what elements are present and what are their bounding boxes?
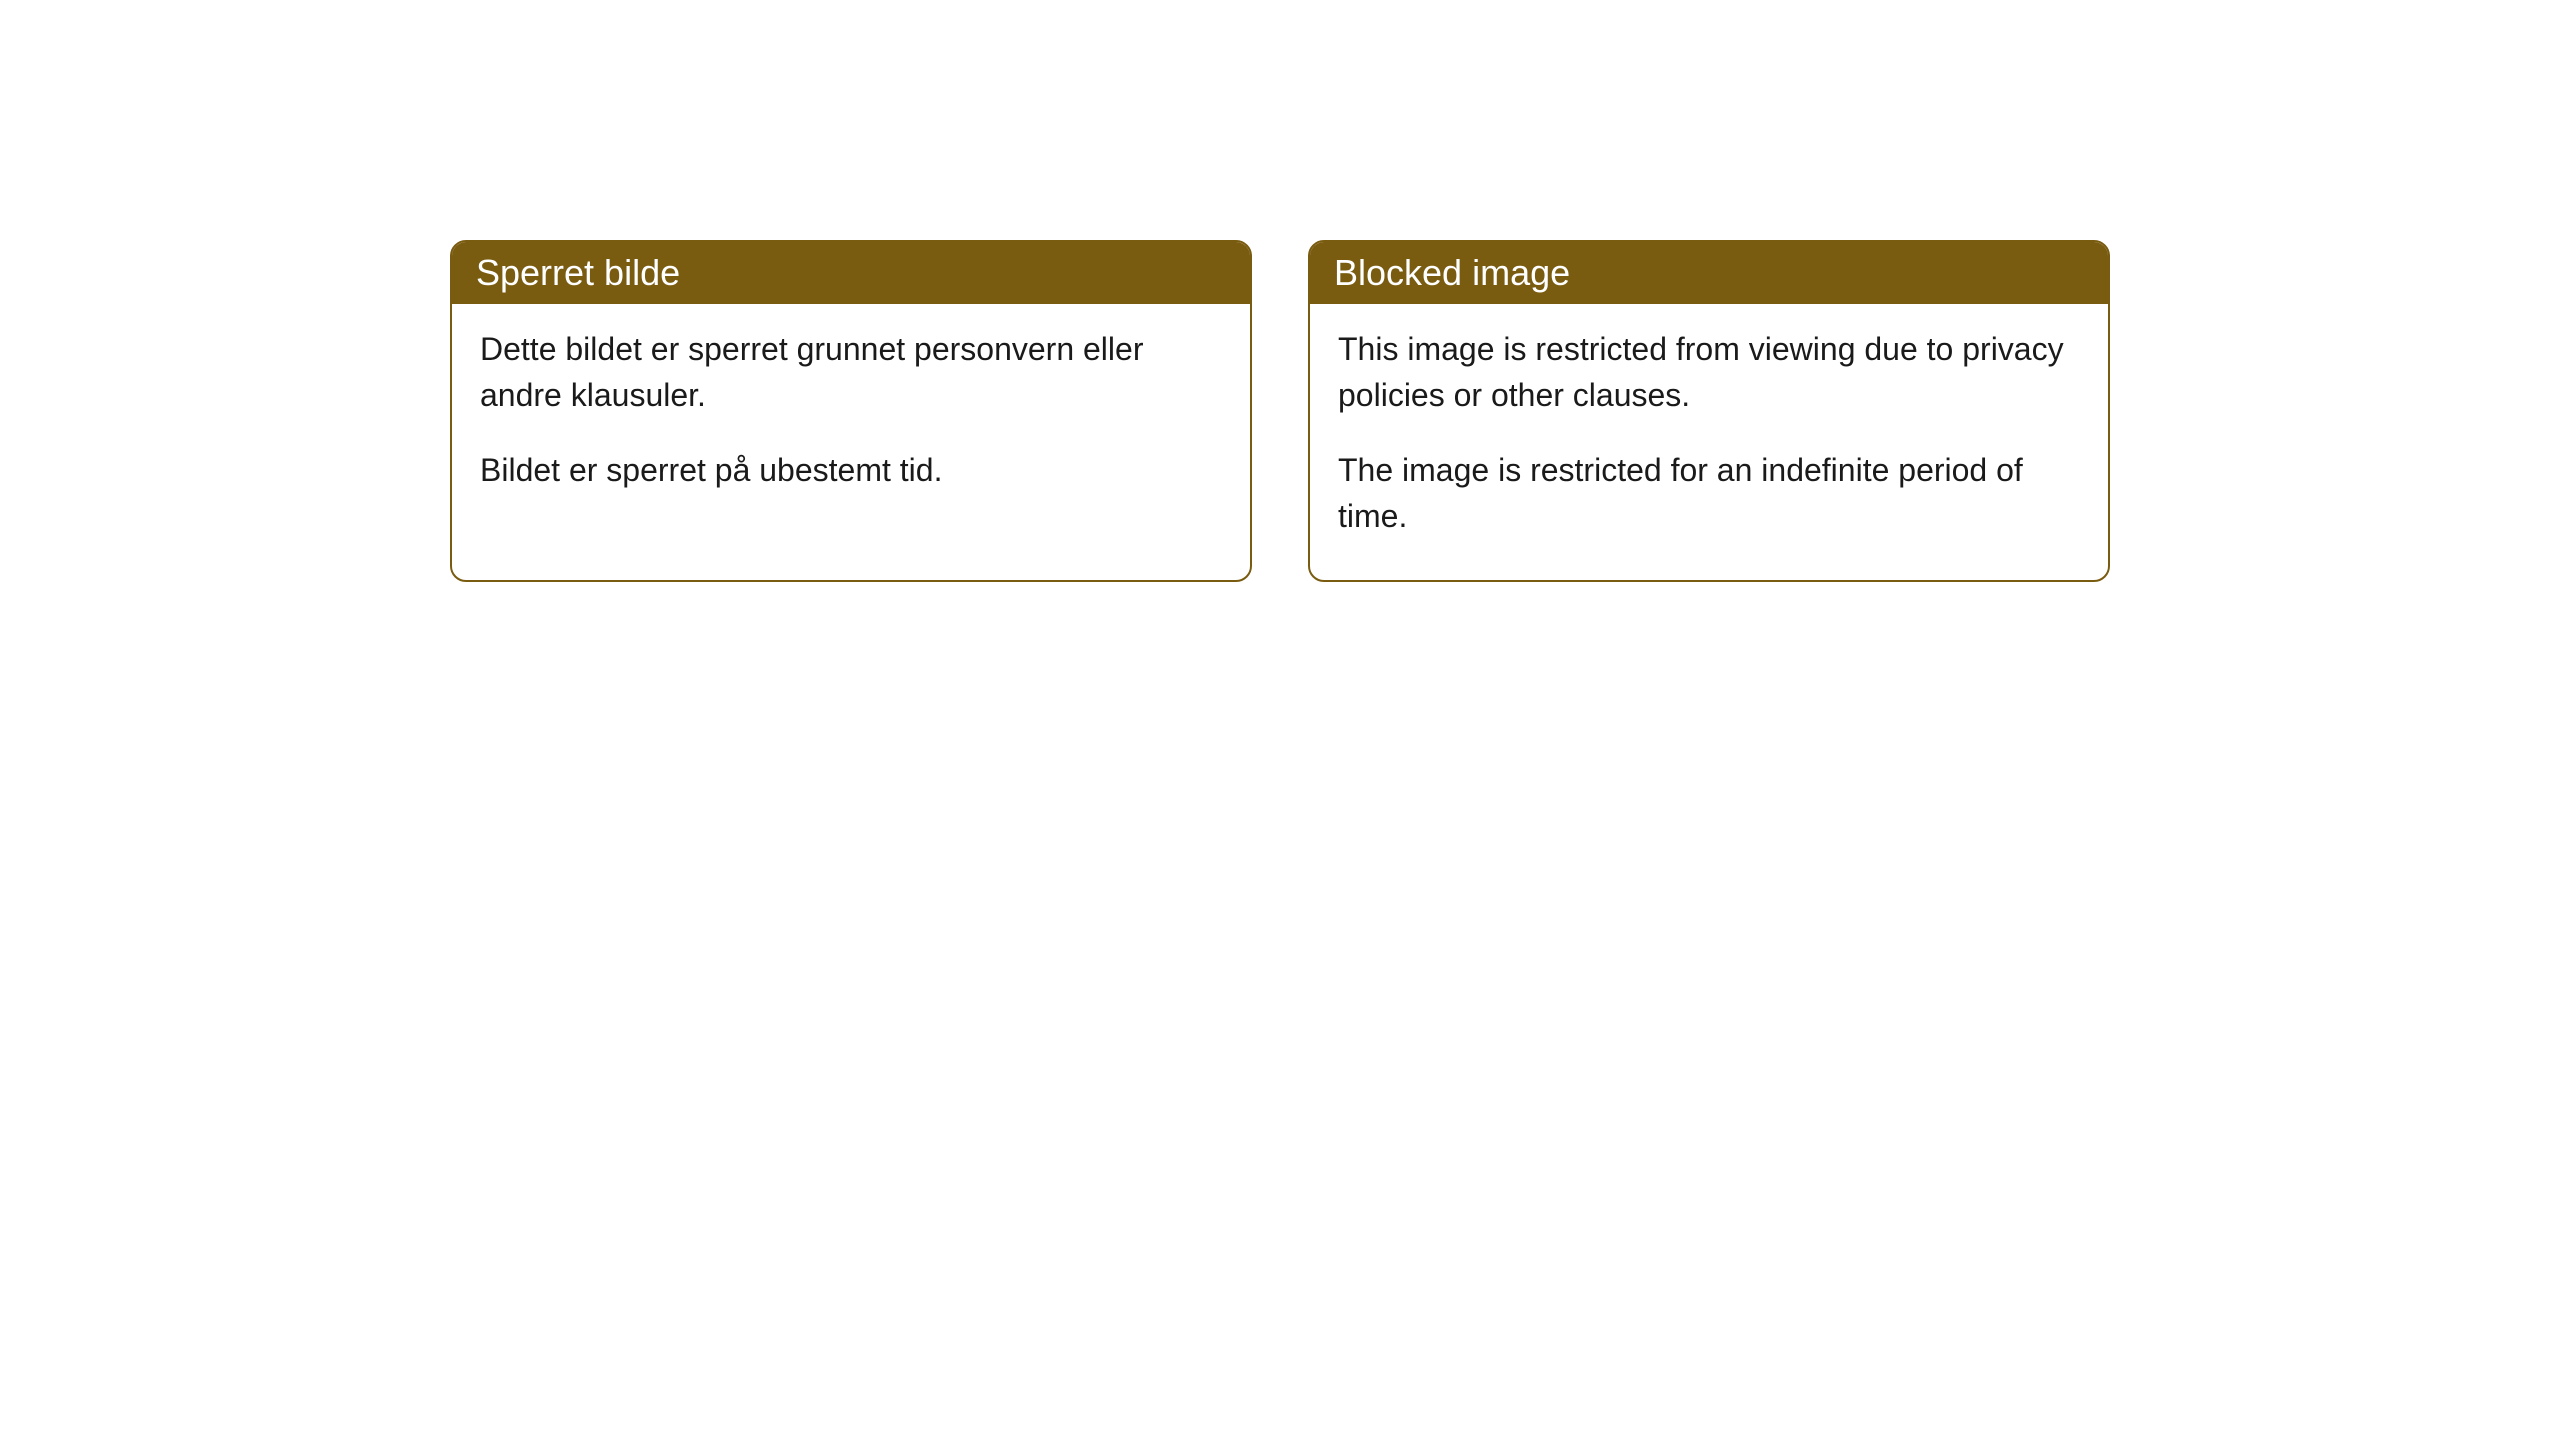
notice-card-english: Blocked image This image is restricted f… — [1308, 240, 2110, 582]
card-paragraph: The image is restricted for an indefinit… — [1338, 447, 2080, 540]
card-title: Blocked image — [1334, 252, 1570, 293]
card-body-english: This image is restricted from viewing du… — [1310, 304, 2108, 580]
card-paragraph: Dette bildet er sperret grunnet personve… — [480, 326, 1222, 419]
notice-card-norwegian: Sperret bilde Dette bildet er sperret gr… — [450, 240, 1252, 582]
card-body-norwegian: Dette bildet er sperret grunnet personve… — [452, 304, 1250, 533]
card-paragraph: Bildet er sperret på ubestemt tid. — [480, 447, 1222, 493]
card-paragraph: This image is restricted from viewing du… — [1338, 326, 2080, 419]
card-title: Sperret bilde — [476, 252, 680, 293]
card-header-english: Blocked image — [1310, 242, 2108, 304]
notice-cards-container: Sperret bilde Dette bildet er sperret gr… — [450, 240, 2560, 582]
card-header-norwegian: Sperret bilde — [452, 242, 1250, 304]
